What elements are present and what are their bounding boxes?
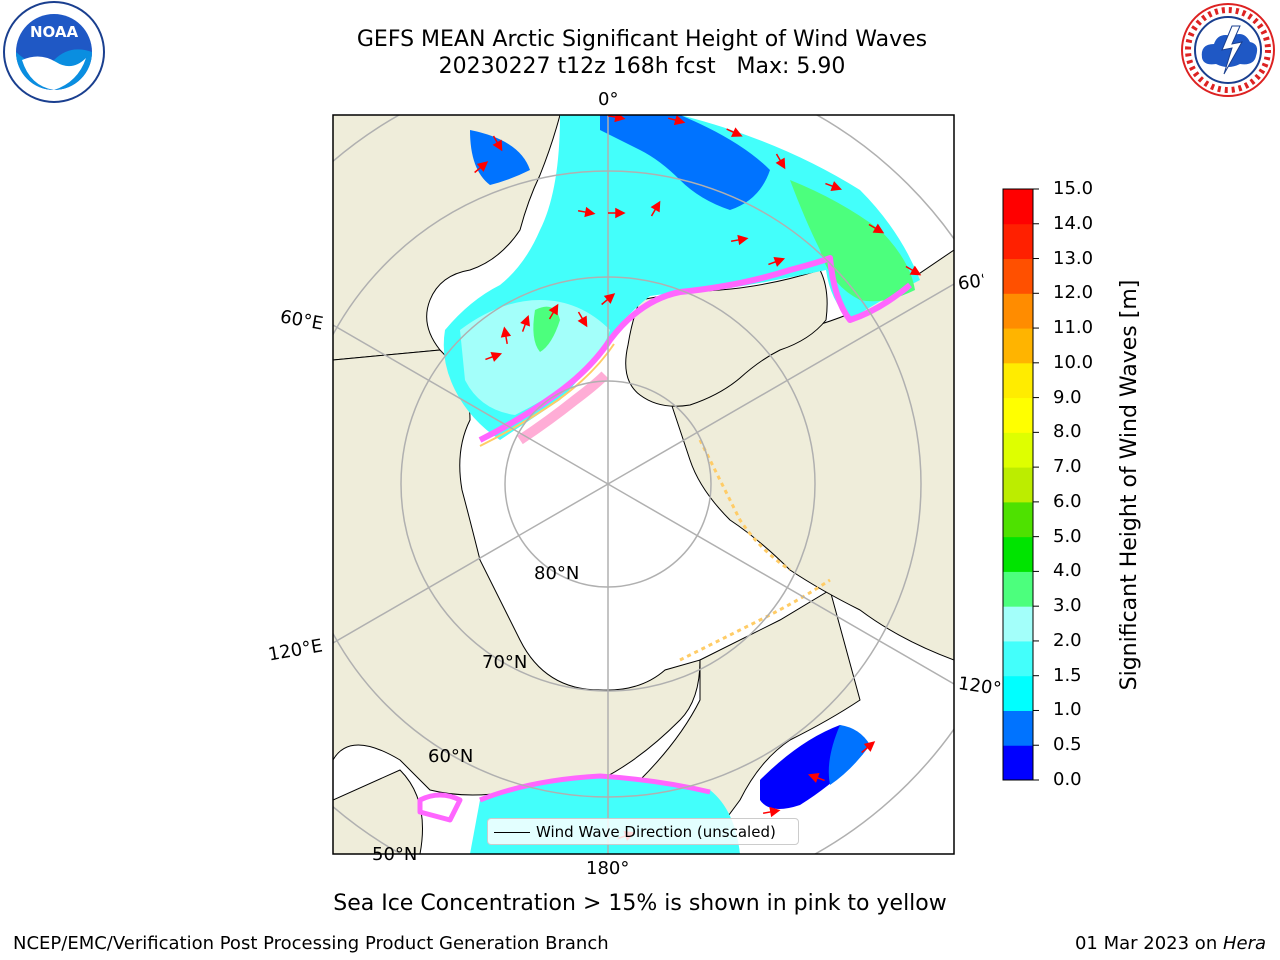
colorbar-band (1003, 258, 1033, 294)
colorbar-band (1003, 467, 1033, 503)
footer-date-text: 01 Mar 2023 on (1074, 933, 1223, 954)
colorbar-tick-label: 6.0 (1053, 490, 1082, 512)
colorbar-band (1003, 293, 1033, 329)
colorbar-tick-label: 2.0 (1053, 629, 1082, 651)
colorbar-tick-label: 12.0 (1053, 282, 1094, 304)
colorbar-band (1003, 189, 1033, 225)
wind-arrow-icon (726, 127, 743, 137)
wind-arrow-icon (485, 352, 503, 362)
meridian-60e (333, 324, 609, 485)
wave-field-atlantic-green (790, 180, 915, 302)
colorbar-tick-label: 5.0 (1053, 525, 1082, 547)
chart-subtitle: 20230227 t12z 168h fcst Max: 5.90 (438, 54, 846, 79)
colorbar-tick-label: 4.0 (1053, 560, 1082, 582)
wind-arrow-icon (825, 181, 843, 191)
colorbar-band (1003, 328, 1033, 364)
colorbar-tick-label: 13.0 (1053, 247, 1094, 269)
lon-label-0: 0° (598, 89, 619, 110)
wind-arrow-icon (474, 161, 489, 174)
wind-arrow-icon (601, 293, 616, 306)
colorbar-band (1003, 223, 1033, 260)
wind-arrow-icon (861, 741, 876, 754)
colorbar-band (1003, 710, 1033, 746)
sea-ice-caption: Sea Ice Concentration > 15% is shown in … (333, 891, 947, 916)
meridian-60w (607, 283, 954, 485)
colorbar-band (1003, 640, 1033, 677)
colorbar-band (1003, 362, 1033, 399)
colorbar-band (1003, 501, 1033, 538)
map-frame (332, 114, 955, 855)
colorbar-tick-label: 0.0 (1053, 769, 1082, 790)
footer-credit: NCEP/EMC/Verification Post Processing Pr… (13, 933, 609, 954)
noaa-logo-icon: NOAA (3, 1, 105, 103)
lon-label-60w: 60°W (956, 270, 986, 295)
lon-label-180: 180° (586, 858, 630, 879)
legend-line-icon (494, 832, 530, 833)
footer-machine: Hera (1222, 933, 1266, 954)
colorbar-tick-label: 15.0 (1053, 178, 1094, 199)
colorbar-band (1003, 571, 1033, 607)
lat-label-80n: 80°N (534, 563, 580, 584)
colorbar-band (1003, 397, 1033, 433)
wind-arrow-icon (520, 314, 530, 332)
colorbar-tick-label: 11.0 (1053, 317, 1094, 339)
meridian-120e (333, 483, 609, 644)
wind-arrow-icon (668, 115, 686, 126)
legend-label: Wind Wave Direction (unscaled) (536, 823, 776, 841)
colorbar-tick-label: 1.0 (1053, 699, 1082, 721)
wind-arrow-icon (762, 806, 781, 818)
colorbar-tick-label: 3.0 (1053, 595, 1082, 617)
colorbar-band (1003, 675, 1033, 711)
wind-arrow-icon (807, 773, 825, 783)
colorbar-label: Significant Height of Wind Waves [m] (1117, 279, 1142, 691)
noaa-logo-text: NOAA (30, 23, 79, 41)
lat-label-70n: 70°N (482, 652, 528, 673)
wind-arrow-icon (608, 207, 626, 219)
colorbar-tick-label: 9.0 (1053, 386, 1082, 408)
colorbar-tick-label: 8.0 (1053, 421, 1082, 443)
wind-arrow-icon (775, 153, 786, 170)
wave-field-atlantic-deep (600, 115, 770, 210)
colorbar-band (1003, 745, 1033, 781)
wave-field-barents (460, 300, 610, 415)
lat-label-60n: 60°N (428, 746, 474, 767)
wind-arrow-icon (650, 200, 661, 217)
wind-arrow-icon (905, 265, 922, 276)
footer-date: 01 Mar 2023 on Hera (1075, 933, 1266, 954)
colorbar-tick-label: 1.5 (1053, 664, 1082, 686)
colorbar-tick-label: 0.5 (1053, 734, 1082, 756)
wind-arrow-icon (768, 257, 786, 267)
wind-arrow-icon (548, 303, 559, 320)
wind-arrow-icon (868, 223, 885, 234)
wave-field-norwegian-blue (470, 130, 530, 185)
wind-arrow-icon (500, 326, 512, 345)
colorbar-band (1003, 432, 1033, 468)
colorbar-tick-label: 14.0 (1053, 212, 1094, 234)
map-legend: Wind Wave Direction (unscaled) (487, 818, 799, 845)
wind-wave-arrows (474, 115, 922, 841)
nws-logo-icon (1181, 3, 1275, 97)
wave-height-field (443, 115, 920, 854)
colorbar-tick-label: 10.0 (1053, 351, 1094, 373)
wind-arrow-icon (577, 206, 596, 218)
colorbar-band (1003, 606, 1033, 642)
wave-field-barents-green (533, 306, 560, 352)
wind-arrow-icon (577, 311, 588, 328)
colorbar-band (1003, 536, 1033, 572)
colorbar-frame (1002, 188, 1034, 781)
chart-title: GEFS MEAN Arctic Significant Height of W… (356, 27, 928, 52)
wind-arrow-icon (492, 135, 503, 152)
wind-arrow-icon (730, 234, 749, 246)
colorbar (1003, 188, 1039, 781)
lat-label-50n: 50°N (372, 844, 418, 865)
colorbar-tick-label: 7.0 (1053, 456, 1082, 478)
sea-ice-edge (417, 255, 912, 823)
wave-field-gulf-alaska-light (828, 725, 870, 785)
meridian-120w (607, 483, 954, 685)
